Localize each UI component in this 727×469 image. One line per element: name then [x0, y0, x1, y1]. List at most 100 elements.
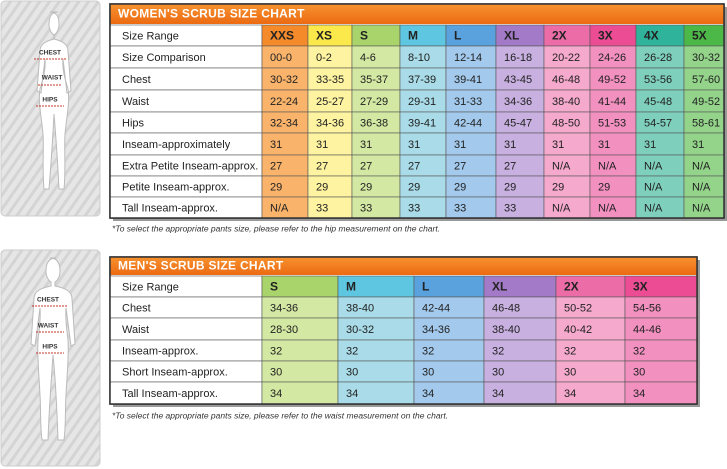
- row-label: Size Range: [122, 30, 179, 42]
- cell: [543, 175, 591, 198]
- cell-value: 36-38: [360, 117, 388, 129]
- cell-value: 32: [492, 345, 504, 357]
- row-label: Waist: [122, 324, 149, 336]
- cell-value: 38-40: [552, 96, 580, 108]
- cell-value: 31: [598, 139, 610, 151]
- cell-value: 31: [408, 139, 420, 151]
- cell-value: 32: [346, 345, 358, 357]
- size-header: S: [270, 280, 278, 294]
- cell-value: 34: [346, 388, 358, 400]
- cell-value: N/A: [692, 181, 711, 193]
- figure-label: WAIST: [38, 323, 59, 330]
- row-label: Tall Inseam-approx.: [122, 388, 218, 400]
- cell-value: N/A: [644, 202, 663, 214]
- row-label: Hips: [122, 117, 145, 129]
- row-label: Size Range: [122, 281, 179, 293]
- cell-value: 34-36: [270, 302, 298, 314]
- cell: [399, 196, 447, 219]
- cell-value: 44-46: [633, 324, 661, 336]
- cell-value: 57-60: [692, 74, 720, 86]
- cell-value: 4-6: [360, 52, 376, 64]
- cell-value: 31: [360, 139, 372, 151]
- cell-value: 33: [316, 202, 328, 214]
- cell-value: 30: [492, 366, 504, 378]
- size-header: XS: [316, 29, 332, 43]
- cell-value: N/A: [552, 160, 571, 172]
- cell: [399, 24, 447, 47]
- cell-value: 29: [360, 181, 372, 193]
- cell-value: 33: [408, 202, 420, 214]
- cell-value: 30: [346, 366, 358, 378]
- cell-value: 29-31: [408, 96, 436, 108]
- cell-value: 16-18: [504, 52, 532, 64]
- cell-value: 32: [422, 345, 434, 357]
- cell-value: 00-0: [270, 52, 292, 64]
- cell-value: 34: [270, 388, 282, 400]
- row-label: Short Inseam-approx.: [122, 366, 228, 378]
- cell-value: 27: [316, 160, 328, 172]
- cell: [399, 132, 447, 156]
- cell-value: 46-48: [492, 302, 520, 314]
- cell-value: 32-34: [270, 117, 298, 129]
- cell-value: 42-44: [454, 117, 482, 129]
- cell-value: 32: [270, 345, 282, 357]
- cell-value: 25-27: [316, 96, 344, 108]
- size-header: XL: [492, 280, 507, 294]
- cell-value: 32: [633, 345, 645, 357]
- cell-value: 0-2: [316, 52, 332, 64]
- cell-value: 49-52: [598, 74, 626, 86]
- cell-value: 34-36: [316, 117, 344, 129]
- size-header: XXS: [270, 29, 294, 43]
- cell: [589, 132, 637, 156]
- cell-value: N/A: [692, 202, 711, 214]
- cell-value: 54-57: [644, 117, 672, 129]
- cell-value: 29: [408, 181, 420, 193]
- cell-value: 27-29: [360, 96, 388, 108]
- cell-value: 33: [454, 202, 466, 214]
- figure-label: CHEST: [39, 50, 61, 57]
- row-label: Chest: [122, 74, 151, 86]
- cell-value: 29: [454, 181, 466, 193]
- cell-value: N/A: [270, 202, 289, 214]
- row-label: Inseam-approx.: [122, 345, 198, 357]
- row-label: Extra Petite Inseam-approx.: [122, 160, 258, 172]
- row-label: Chest: [122, 302, 151, 314]
- cell-value: 31: [644, 139, 656, 151]
- table-border: [109, 3, 725, 219]
- cell-value: N/A: [598, 160, 617, 172]
- cell-value: 8-10: [408, 52, 430, 64]
- cell-value: 27: [408, 160, 420, 172]
- cell-value: 30-32: [270, 74, 298, 86]
- cell-value: 46-48: [552, 74, 580, 86]
- cell-value: 33-35: [316, 74, 344, 86]
- cell: [261, 175, 309, 198]
- footnote: *To select the appropriate pants size, p…: [112, 223, 440, 233]
- cell-value: 29: [270, 181, 282, 193]
- size-header: 2X: [552, 29, 567, 43]
- cell-value: N/A: [644, 160, 663, 172]
- cell-value: 31: [270, 139, 282, 151]
- cell-value: 27: [454, 160, 466, 172]
- cell: [307, 132, 353, 156]
- size-header: L: [422, 280, 429, 294]
- cell: [307, 175, 353, 198]
- cell-value: 27: [504, 160, 516, 172]
- cell-value: 26-28: [644, 52, 672, 64]
- size-header: M: [408, 29, 418, 43]
- cell: [589, 24, 637, 47]
- cell-value: 38-40: [346, 302, 374, 314]
- cell-value: 29: [552, 181, 564, 193]
- cell-value: 32: [564, 345, 576, 357]
- cell-value: 35-37: [360, 74, 388, 86]
- cell-value: 31-33: [454, 96, 482, 108]
- table-title: MEN'S SCRUB SIZE CHART: [118, 259, 284, 273]
- cell: [543, 132, 591, 156]
- cell-value: 12-14: [454, 52, 482, 64]
- cell-value: 45-47: [504, 117, 532, 129]
- cell-value: 50-52: [564, 302, 592, 314]
- size-header: 5X: [692, 29, 707, 43]
- cell-value: 43-45: [504, 74, 532, 86]
- cell: [399, 154, 447, 177]
- cell: [307, 196, 353, 219]
- cell-value: 49-52: [692, 96, 720, 108]
